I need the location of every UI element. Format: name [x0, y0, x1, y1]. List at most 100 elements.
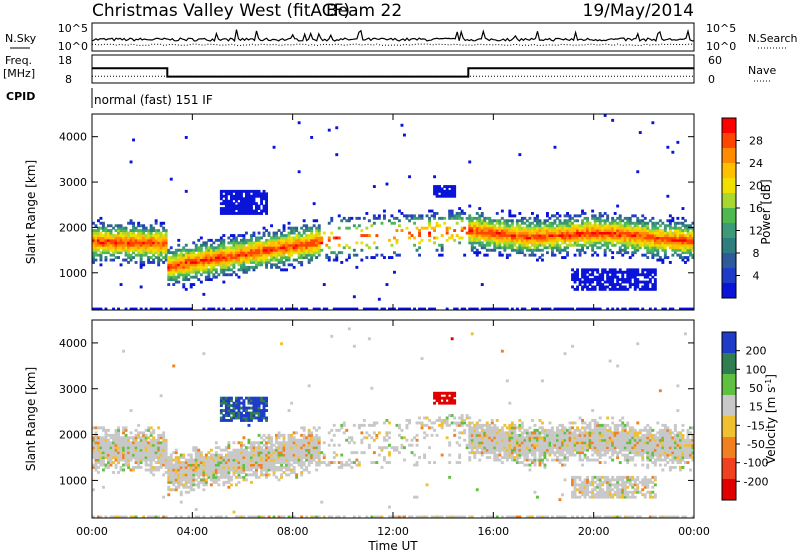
power-cell [508, 241, 512, 245]
power-cell [495, 236, 499, 240]
power-cell [573, 214, 577, 218]
velocity-cell [107, 443, 110, 447]
velocity-cell [139, 438, 143, 442]
power-cell [92, 234, 95, 237]
power-cell [646, 241, 650, 245]
power-cell [681, 248, 685, 252]
power-cell [651, 231, 655, 235]
power-cell [242, 236, 246, 240]
power-cell [588, 238, 592, 242]
power-cell [568, 236, 572, 240]
velocity-cell [114, 451, 118, 455]
velocity-cell [267, 461, 271, 464]
power-cell [648, 287, 652, 291]
velocity-cell [260, 451, 263, 455]
velocity-cell [262, 448, 266, 452]
velocity-cell [194, 451, 198, 455]
velocity-cell [418, 416, 421, 420]
power-cell [192, 261, 196, 264]
power-cell [295, 307, 299, 311]
velocity-cell [307, 441, 311, 445]
velocity-cell [242, 453, 246, 457]
power-cell [480, 243, 484, 247]
velocity-cell [159, 433, 163, 437]
power-cell [192, 265, 196, 269]
power-cell [295, 238, 299, 242]
power-cell [523, 221, 527, 225]
velocity-cell [119, 443, 123, 447]
power-cell [262, 251, 266, 255]
velocity-cell [212, 475, 216, 479]
velocity-cell [182, 463, 186, 467]
power-cell [689, 246, 692, 250]
velocity-cell [119, 451, 123, 455]
power-cell [548, 243, 552, 247]
power-cell [510, 231, 514, 235]
power-cell [400, 229, 404, 232]
power-cell [287, 248, 291, 252]
power-cell [104, 248, 108, 252]
velocity-cell [305, 436, 309, 440]
power-cell [157, 238, 161, 242]
power-cell [315, 307, 319, 311]
power-cell [242, 241, 246, 245]
power-cell [558, 246, 562, 250]
velocity-cell [194, 473, 198, 477]
power-cell [596, 270, 600, 274]
power-cell [483, 221, 487, 225]
power-cell [112, 238, 115, 242]
velocity-cell [400, 428, 404, 432]
power-cell [255, 207, 258, 210]
power-cell [109, 236, 113, 240]
power-cell [184, 189, 188, 193]
velocity-cell [260, 399, 263, 403]
power-cell [543, 231, 547, 235]
power-cell [591, 214, 595, 218]
power-cell [157, 258, 161, 262]
velocity-cell [147, 453, 151, 457]
velocity-cell [144, 458, 148, 462]
power-cell [663, 241, 667, 245]
power-cell [553, 307, 557, 311]
power-cell [172, 278, 176, 281]
power-cell [689, 307, 692, 311]
power-cell [167, 268, 171, 272]
power-cell [638, 246, 642, 250]
velocity-cell [252, 411, 256, 415]
power-cell [242, 268, 246, 272]
velocity-cell [327, 443, 331, 447]
velocity-cell [245, 406, 248, 410]
velocity-cell [174, 488, 178, 492]
power-cell [495, 221, 499, 225]
power-cell [668, 224, 672, 228]
power-cell [631, 283, 635, 286]
power-cell [684, 246, 687, 250]
power-cell [646, 221, 650, 225]
power-cell [109, 243, 113, 247]
power-cell [531, 238, 534, 242]
power-cell [643, 221, 647, 225]
velocity-cell [94, 456, 98, 459]
power-cell [122, 234, 125, 237]
power-cell [197, 238, 201, 242]
velocity-cell [428, 419, 431, 422]
power-cell [350, 216, 354, 220]
velocity-cell [260, 409, 263, 412]
velocity-cell [204, 453, 208, 457]
power-cell [603, 287, 607, 291]
velocity-cell [192, 473, 196, 477]
power-cell [245, 307, 248, 311]
power-cell [247, 241, 251, 245]
power-cell [247, 209, 251, 213]
velocity-cell [285, 466, 288, 469]
velocity-cell [159, 448, 163, 452]
velocity-cell [109, 446, 113, 450]
power-cell [583, 268, 587, 272]
power-cell [307, 251, 311, 255]
power-cell [199, 251, 203, 255]
power-cell [189, 270, 193, 274]
power-cell [169, 258, 173, 262]
velocity-cell [172, 473, 176, 477]
power-cell [322, 231, 326, 235]
power-cell [360, 229, 364, 232]
